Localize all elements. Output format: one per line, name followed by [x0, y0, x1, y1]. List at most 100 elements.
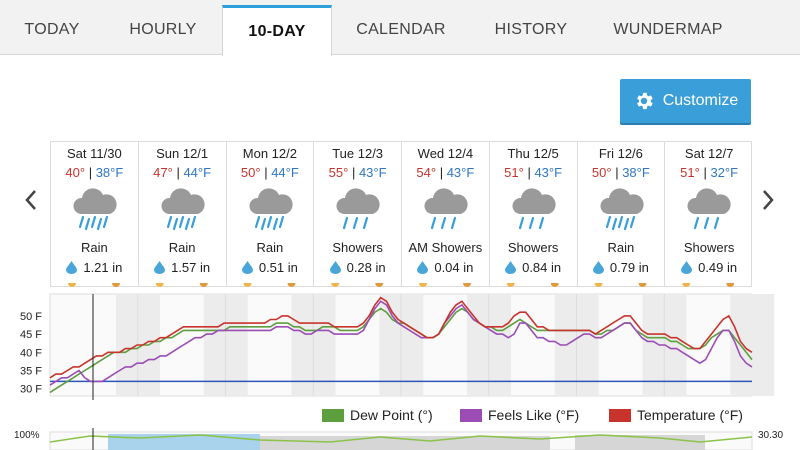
- y-tick-label: 50 F: [20, 311, 42, 323]
- day-condition: Rain: [256, 240, 284, 255]
- tab-today[interactable]: TODAY: [0, 5, 104, 55]
- sunset-marker: [112, 283, 120, 287]
- low-temp: 44°F: [183, 165, 212, 180]
- day-card[interactable]: Wed 12/4 54° | 43°F AM Showers 0.04 in: [402, 142, 490, 286]
- temperature-chart: 50 F 45 F 40 F 35 F 30 F: [20, 293, 775, 400]
- precip-amount: 1.57 in: [171, 260, 211, 275]
- high-temp: 54°: [416, 165, 437, 180]
- tab-10-day[interactable]: 10-DAY: [222, 5, 332, 56]
- day-temps: 55° | 43°F: [328, 165, 387, 180]
- y-tick-label: 40 F: [20, 347, 42, 359]
- day-card[interactable]: Mon 12/2 50° | 44°F Rain 0.51 in: [227, 142, 315, 286]
- bottom-y-label: 100%: [14, 430, 40, 441]
- high-temp: 50°: [591, 165, 612, 180]
- day-card[interactable]: Sun 12/1 47° | 44°F Rain 1.57 in: [139, 142, 227, 286]
- day-card[interactable]: Sat 11/30 40° | 38°F Rain 1.21 in: [51, 142, 139, 286]
- tab-wundermap[interactable]: WUNDERMAP: [592, 5, 744, 55]
- sunrise-marker: [594, 283, 603, 287]
- tab-label: WUNDERMAP: [613, 21, 723, 38]
- precip-amount: 0.04 in: [434, 260, 474, 275]
- day-precip: 0.79 in: [578, 260, 665, 275]
- raindrop-icon: [154, 261, 166, 274]
- chevron-left-icon[interactable]: [22, 186, 40, 214]
- tab-label: CALENDAR: [356, 21, 446, 38]
- pressure-label: 30.30: [758, 430, 783, 441]
- sunset-marker: [287, 283, 296, 287]
- tab-label: 10-DAY: [248, 23, 306, 40]
- sunset-marker: [199, 283, 208, 287]
- tab-history[interactable]: HISTORY: [470, 5, 592, 55]
- raindrop-icon: [329, 261, 341, 274]
- day-date: Fri 12/6: [598, 146, 643, 161]
- raindrop-icon: [681, 261, 693, 274]
- day-card[interactable]: Tue 12/3 55° | 43°F Showers 0.28 in: [314, 142, 402, 286]
- legend-feels-like: Feels Like (°F): [460, 406, 579, 424]
- sunset-marker: [550, 283, 559, 287]
- day-temps: 40° | 38°F: [65, 165, 124, 180]
- day-card[interactable]: Thu 12/5 51° | 43°F Showers 0.84 in: [490, 142, 578, 286]
- legend-temperature: Temperature (°F): [609, 406, 743, 424]
- sunrise-marker: [68, 283, 76, 287]
- day-date: Tue 12/3: [332, 146, 384, 161]
- low-temp: 44°F: [271, 165, 299, 180]
- day-card[interactable]: Fri 12/6 50° | 38°F Rain 0.79 in: [578, 142, 666, 286]
- day-date: Sat 12/7: [684, 146, 734, 161]
- tab-label: HISTORY: [494, 21, 568, 38]
- series-line-0: [49, 296, 753, 379]
- day-condition: Showers: [332, 240, 383, 255]
- raindrop-icon: [241, 261, 253, 274]
- high-temp: 51°: [504, 165, 524, 180]
- precip-amount: 0.28 in: [346, 260, 386, 275]
- day-temps: 51° | 43°F: [504, 165, 563, 180]
- chevron-right-icon[interactable]: [759, 186, 777, 214]
- day-date: Thu 12/5: [507, 146, 559, 161]
- y-tick-label: 45 F: [20, 329, 42, 341]
- legend-label: Dew Point (°): [350, 407, 433, 423]
- day-temps: 50° | 38°F: [591, 165, 650, 180]
- sunrise-marker: [506, 283, 515, 287]
- sunrise-marker: [331, 283, 340, 287]
- day-precip: 0.04 in: [402, 260, 489, 275]
- sunrise-marker: [682, 283, 691, 287]
- day-temps: 54° | 43°F: [416, 165, 475, 180]
- high-temp: 40°: [65, 165, 86, 180]
- cloud-area: [260, 436, 550, 450]
- sunrise-marker: [419, 283, 427, 287]
- day-date: Sat 11/30: [67, 146, 122, 161]
- rain-icon: [248, 188, 293, 231]
- precip-amount: 0.84 in: [522, 260, 562, 275]
- humidity-line: [49, 434, 753, 443]
- day-card[interactable]: Sat 12/7 51° | 32°F Showers 0.49 in: [665, 142, 753, 286]
- low-temp: 38°F: [622, 165, 650, 180]
- sunset-marker: [375, 283, 384, 287]
- showers-icon: [512, 188, 556, 230]
- day-date: Mon 12/2: [242, 146, 297, 161]
- day-precip: 0.28 in: [314, 260, 401, 275]
- day-condition: Rain: [81, 240, 108, 255]
- day-date: Sun 12/1: [156, 146, 209, 161]
- showers-icon: [687, 188, 731, 230]
- day-temps: 47° | 44°F: [153, 165, 212, 180]
- precip-amount: 0.51 in: [258, 260, 298, 275]
- precip-amount: 0.79 in: [609, 260, 649, 275]
- tab-hourly[interactable]: HOURLY: [104, 5, 222, 55]
- day-condition: Rain: [168, 240, 196, 255]
- low-temp: 38°F: [95, 165, 124, 180]
- sunset-marker: [726, 283, 735, 287]
- customize-button[interactable]: Customize: [620, 79, 751, 123]
- low-temp: 43°F: [446, 165, 475, 180]
- raindrop-icon: [505, 261, 517, 274]
- low-temp: 43°F: [358, 165, 387, 180]
- day-condition: Showers: [507, 240, 559, 255]
- day-precip: 0.51 in: [227, 260, 314, 275]
- legend-swatch: [609, 408, 631, 422]
- humidity-chart: 100% 30.30: [14, 428, 783, 450]
- tab-calendar[interactable]: CALENDAR: [332, 5, 470, 55]
- precip-amount: 1.21 in: [83, 260, 123, 275]
- low-temp: 32°F: [710, 165, 739, 180]
- day-date: Wed 12/4: [417, 146, 474, 161]
- raindrop-icon: [417, 261, 429, 274]
- day-condition: Showers: [683, 240, 735, 255]
- sunrise-marker: [155, 283, 164, 287]
- rain-icon: [599, 188, 644, 231]
